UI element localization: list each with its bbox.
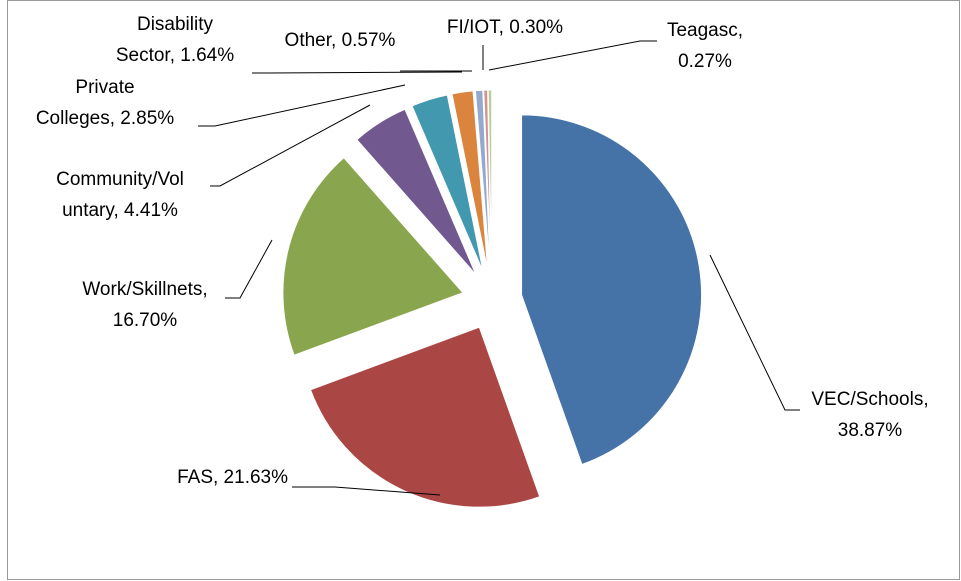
pie-slice (521, 114, 703, 466)
data-label-line: Colleges, 2.85% (36, 108, 174, 129)
data-label: Community/Vol untary, 4.41% (56, 169, 184, 221)
data-label-line: FI/IOT, 0.30% (447, 17, 563, 38)
leader-line (210, 104, 371, 187)
pie-slice (282, 157, 464, 356)
data-label-line: 0.27% (678, 51, 732, 72)
leader-line (292, 486, 441, 496)
data-label-line: Work/Skillnets, (82, 279, 207, 300)
data-label-line: Teagasc, (667, 20, 743, 41)
leader-line (225, 239, 273, 299)
data-label-line: 16.70% (113, 310, 178, 331)
data-label-line: FAS, 21.63% (177, 467, 288, 488)
pie-slice (309, 326, 541, 508)
data-label-line: Sector, 1.64% (116, 45, 234, 66)
data-label-line: Community/Vol (56, 169, 184, 190)
pie-slice (487, 89, 493, 271)
data-label: Private Colleges, 2.85% (36, 77, 174, 129)
data-label-line: VEC/Schools, (811, 389, 928, 410)
pie-slice (356, 108, 477, 275)
pie-slice (451, 90, 489, 271)
leader-line (488, 40, 657, 71)
pie-slice (483, 89, 492, 271)
pie-slice (411, 94, 484, 272)
data-label-line: Other, 0.57% (285, 30, 396, 51)
data-label: Work/Skillnets, 16.70% (82, 279, 207, 331)
data-label-line: untary, 4.41% (62, 200, 178, 221)
data-label: VEC/Schools, 38.87% (811, 389, 928, 441)
data-label-line: Private (75, 77, 134, 98)
leader-line (198, 84, 406, 127)
data-label: Teagasc, 0.27% (667, 20, 743, 72)
data-label: FI/IOT, 0.30% (447, 17, 563, 38)
data-label-line: 38.87% (838, 420, 903, 441)
pie-slice (474, 89, 491, 271)
leader-line (252, 71, 463, 74)
data-label: FAS, 21.63% (177, 467, 288, 488)
data-label: Other, 0.57% (285, 30, 396, 51)
data-label: Disability Sector, 1.64% (116, 14, 234, 66)
data-label-line: Disability (137, 14, 214, 35)
leader-line (709, 254, 800, 411)
